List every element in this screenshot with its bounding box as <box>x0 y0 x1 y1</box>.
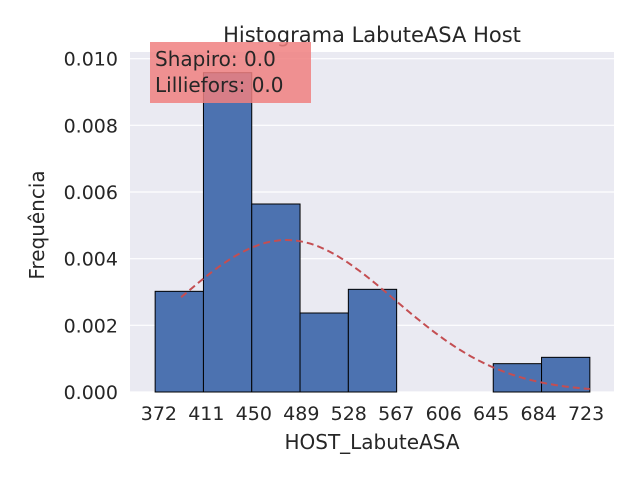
histogram-bar <box>347 288 398 393</box>
histogram-bar <box>251 203 301 393</box>
y-axis-label: Frequência <box>25 170 49 279</box>
histogram-bar <box>299 312 349 393</box>
histogram-bar <box>202 72 253 393</box>
x-axis-label: HOST_LabuteASA <box>284 430 459 454</box>
histogram-bar <box>154 290 204 393</box>
y-tick-label: 0.000 <box>64 382 118 404</box>
x-tick-label: 723 <box>568 403 604 425</box>
x-tick-label: 645 <box>473 403 509 425</box>
y-tick-label: 0.004 <box>64 249 118 271</box>
y-axis-ticks: 0.000 0.002 0.004 0.006 0.008 0.010 <box>64 49 118 404</box>
x-tick-label: 684 <box>521 403 557 425</box>
x-tick-label: 606 <box>426 403 462 425</box>
y-tick-label: 0.008 <box>64 115 118 137</box>
x-tick-label: 411 <box>188 403 224 425</box>
histogram-bars <box>154 72 591 393</box>
y-tick-label: 0.006 <box>64 182 118 204</box>
histogram-bar <box>492 363 543 393</box>
x-tick-label: 528 <box>331 403 367 425</box>
x-tick-label: 489 <box>283 403 319 425</box>
x-tick-label: 450 <box>236 403 272 425</box>
stats-annotation: Shapiro: 0.0 Lilliefors: 0.0 <box>150 42 311 103</box>
x-tick-label: 372 <box>141 403 177 425</box>
shapiro-text: Shapiro: 0.0 <box>155 47 276 71</box>
y-tick-label: 0.002 <box>64 315 118 337</box>
x-axis-ticks: 372 411 450 489 528 567 606 645 684 723 <box>141 403 605 425</box>
y-tick-label: 0.010 <box>64 49 118 71</box>
x-tick-label: 567 <box>378 403 414 425</box>
normal-fit-curve <box>180 238 590 390</box>
stats-annotation-box <box>150 42 311 103</box>
lilliefors-text: Lilliefors: 0.0 <box>155 73 284 97</box>
